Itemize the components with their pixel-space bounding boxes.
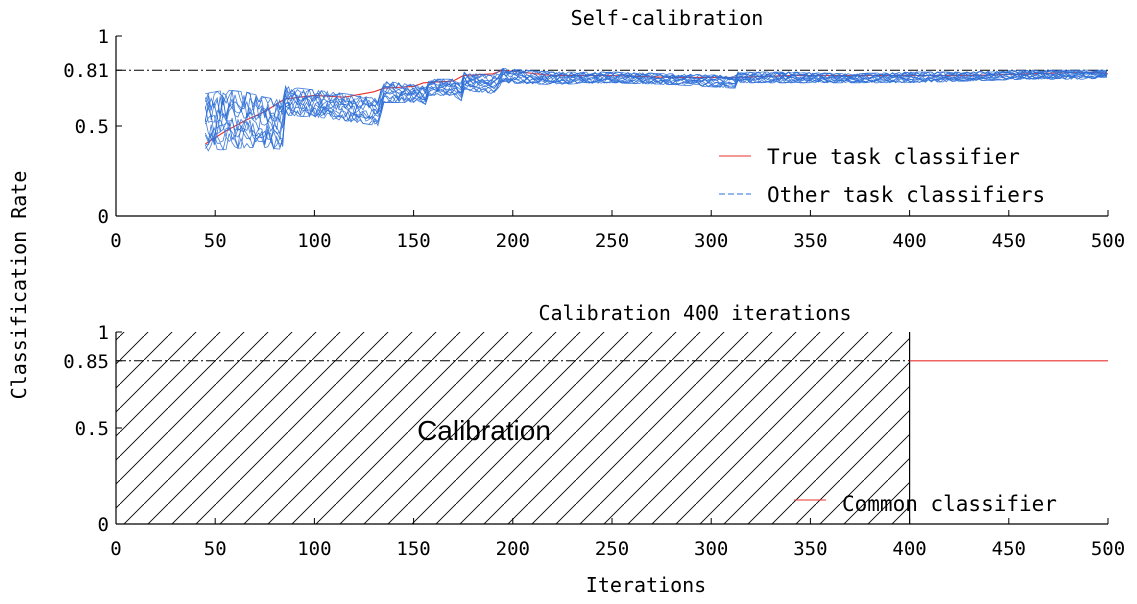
top-x-tick-label: 250	[595, 230, 629, 252]
bottom-x-tick-label: 500	[1091, 538, 1125, 560]
legend-label-other-tasks: Other task classifiers	[767, 183, 1045, 207]
other-task-classifier-traces	[204, 67, 1108, 152]
top-x-tick-label: 0	[110, 230, 121, 252]
top-y-ticks: 0 0.5 0.81 1	[63, 26, 122, 228]
top-x-tick-label: 450	[992, 230, 1026, 252]
bottom-x-tick-label: 350	[793, 538, 827, 560]
top-chart-title: Self-calibration	[571, 6, 764, 30]
top-y-tick-label: 1	[98, 26, 109, 48]
y-axis-label: Classification Rate	[7, 171, 31, 400]
other-task-trace	[204, 75, 1108, 150]
other-task-trace	[205, 75, 1108, 151]
bottom-x-tick-label: 300	[694, 538, 728, 560]
top-y-tick-label: 0	[98, 206, 109, 228]
bottom-y-tick-label: 0	[98, 514, 109, 536]
calibration-region-label: Calibration	[417, 415, 551, 446]
top-x-tick-label: 500	[1091, 230, 1125, 252]
bottom-x-tick-label: 250	[595, 538, 629, 560]
top-x-tick-label: 350	[793, 230, 827, 252]
legend-label-common: Common classifier	[842, 492, 1057, 516]
bottom-y-tick-label: 0.5	[75, 418, 109, 440]
bottom-x-tick-label: 150	[396, 538, 430, 560]
top-x-ticks: 0 50 100 150 200 250 300 350 400 450 500	[110, 210, 1125, 252]
bottom-x-tick-label: 50	[204, 538, 227, 560]
top-panel: Self-calibration 0 50 100 150 200 250 300 350 40…	[63, 6, 1125, 252]
bottom-y-tick-label: 0.85	[63, 351, 109, 373]
x-axis-label: Iterations	[586, 573, 706, 597]
top-x-tick-label: 300	[694, 230, 728, 252]
other-task-trace	[205, 67, 1108, 109]
calibration-hatched-region	[116, 332, 910, 524]
bottom-plot-area	[116, 332, 1108, 524]
bottom-y-ticks: 0 0.5 0.85 1	[63, 322, 122, 536]
bottom-x-tick-label: 0	[110, 538, 121, 560]
bottom-x-tick-label: 100	[297, 538, 331, 560]
top-y-tick-label: 0.81	[63, 60, 109, 82]
bottom-x-tick-label: 200	[496, 538, 530, 560]
top-plot-area	[116, 67, 1108, 152]
other-task-trace	[204, 68, 1108, 111]
top-x-tick-label: 50	[204, 230, 227, 252]
bottom-panel: Calibration 400 iterations Calibration 0…	[63, 301, 1125, 597]
legend-label-true-task: True task classifier	[767, 145, 1020, 169]
top-x-tick-label: 200	[496, 230, 530, 252]
bottom-legend: Common classifier	[794, 492, 1057, 516]
bottom-y-tick-label: 1	[98, 322, 109, 344]
top-x-tick-label: 100	[297, 230, 331, 252]
bottom-x-ticks: 0 50 100 150 200 250 300 350 400 450 500	[110, 518, 1125, 560]
bottom-x-tick-label: 400	[892, 538, 926, 560]
bottom-chart-title: Calibration 400 iterations	[538, 301, 851, 325]
bottom-x-tick-label: 450	[992, 538, 1026, 560]
top-y-tick-label: 0.5	[75, 116, 109, 138]
top-x-tick-label: 400	[892, 230, 926, 252]
top-legend: True task classifier Other task classifi…	[719, 145, 1045, 207]
top-x-tick-label: 150	[396, 230, 430, 252]
